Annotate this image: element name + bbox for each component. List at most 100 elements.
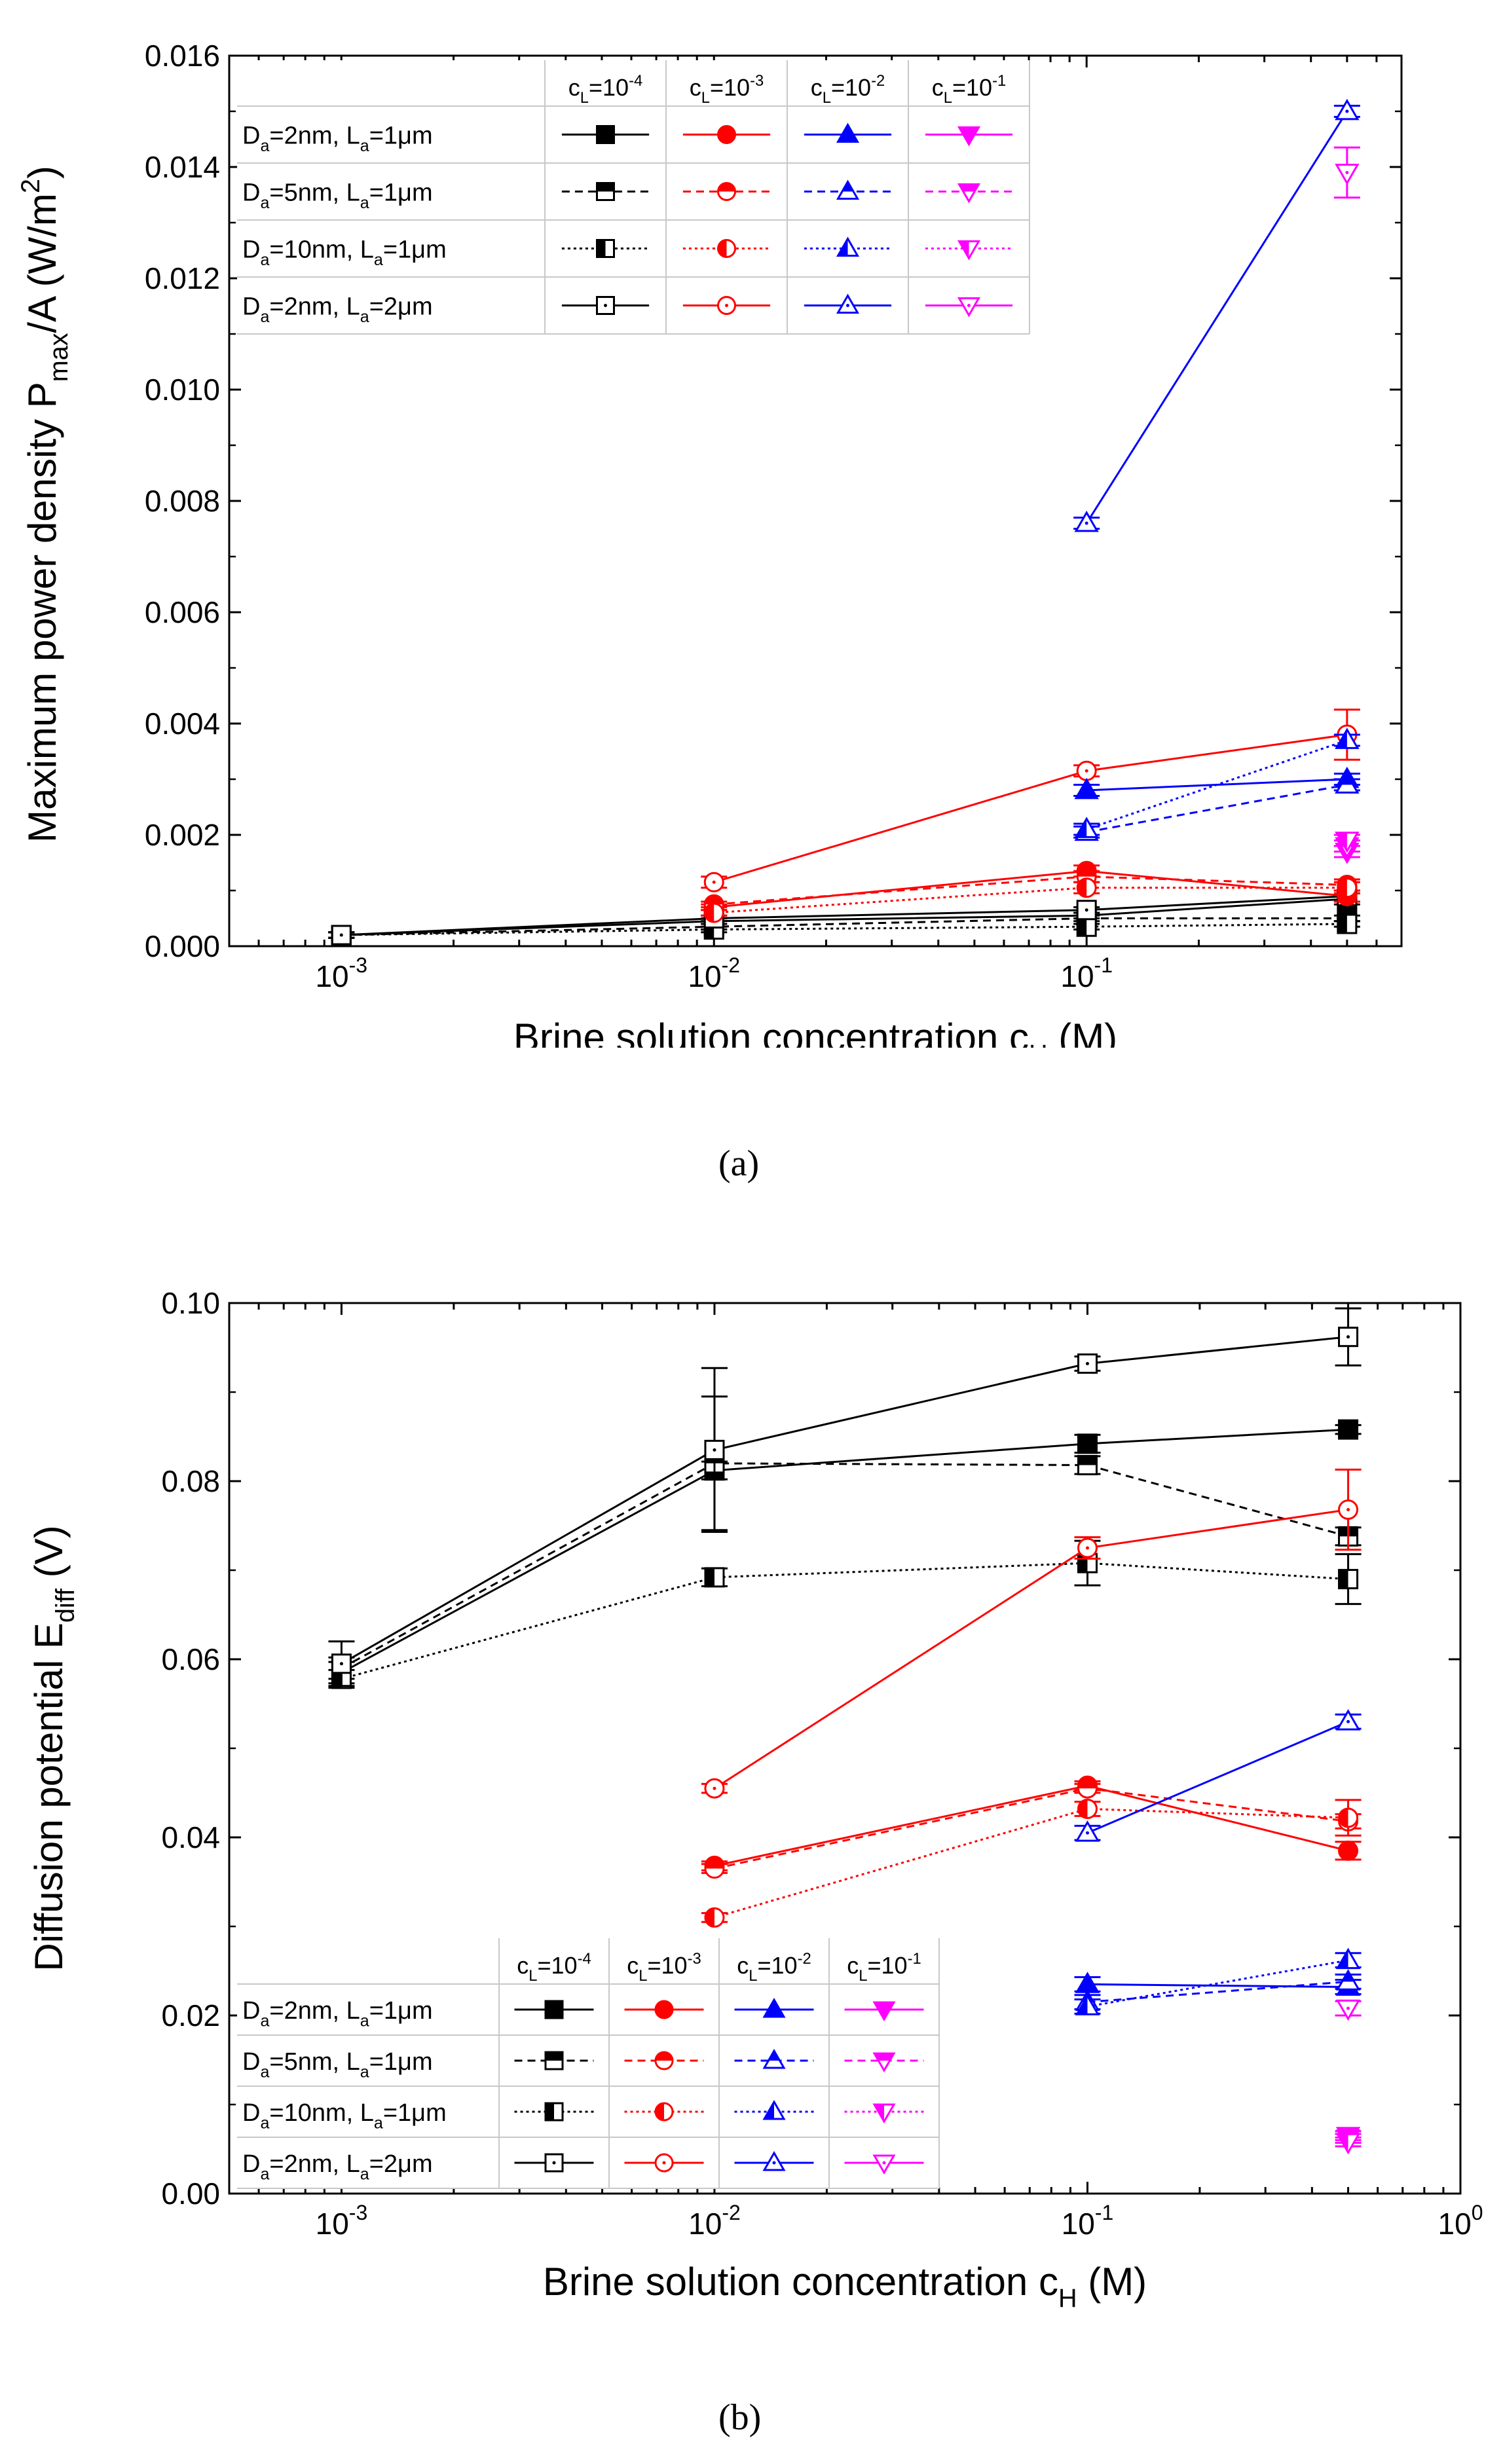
y-tick-label: 0.08 [161,1464,220,1498]
x-axis-label: Brine solution concentration cH​ (M) [543,2260,1147,2313]
y-tick-label: 0.06 [161,1642,220,1676]
data-point [704,1907,725,1928]
data-point [1335,727,1360,749]
chart-a-plot-area: 0.000 0.002 0.004 0.006 0.008 0.010 0.012 0.014… [145,39,1403,993]
legend-marker [654,2102,674,2122]
legend-row-label: Da​=5nm, La​=1μm [242,2048,433,2081]
data-point [703,872,724,892]
legend-column-header: cL​=10-1​ [932,72,1006,107]
x-tick-label: 10-1 [1060,953,1113,993]
y-tick-label: 0.014 [145,150,220,184]
legend-row-label: Da​=10nm, La​=1μm [242,2099,447,2132]
legend-marker [872,2001,896,2021]
series-line [341,1428,1348,1674]
chart-b-plot-area: 0.00 0.02 0.04 0.06 0.08 0.10 10-3 10-2 10-1 100 [161,1286,1483,2241]
y-tick-label: 0.002 [145,818,220,852]
y-tick-label: 0.006 [145,595,220,629]
y-tick-label: 0.10 [161,1286,220,1320]
series-line [341,1562,1348,1680]
legend-marker [596,125,615,144]
legend-marker [872,2154,896,2175]
data-point [1335,1999,1361,2021]
data-point [1338,1499,1359,1520]
x-tick-label: 10-3 [315,953,367,993]
series-line [341,1462,1348,1669]
data-point [704,1778,725,1799]
y-tick-label: 0.008 [145,484,220,518]
chart-b-axis-labels: Brine solution concentration cH​ (M) Diff… [27,1525,1147,2313]
data-point [704,1567,725,1588]
chart-a-axis-labels: Brine solution concentration cH​ (M) Maxi… [16,166,1117,1048]
legend-marker [596,239,615,258]
data-point [1338,1327,1359,1348]
legend-row-label: Da​=2nm, La​=2μm [242,293,433,326]
caption-a: (a) [718,1143,759,1185]
legend-marker [957,126,981,147]
y-tick-label: 0.04 [161,1820,220,1854]
data-point [331,925,352,946]
legend-marker [872,2103,896,2124]
data-point [704,1858,725,1879]
legend-marker [957,240,981,261]
series-line [341,898,1347,936]
x-tick-label: 10-3 [316,2201,368,2241]
data-point [1077,1455,1098,1476]
legend-marker [957,183,981,204]
chart-a-legend: cL​=10-4​ cL​=10-3​ cL​=10-2​ cL​=10-1​ Da​=… [237,60,1030,335]
legend-marker [544,2153,564,2173]
data-point [1076,877,1097,898]
legend-marker [762,2100,786,2120]
legend-marker [762,1998,786,2018]
series-line [341,917,1347,936]
legend-row-label: Da​=2nm, La​=1μm [242,122,433,155]
data-point [1074,777,1099,800]
legend-marker [544,2000,564,2019]
legend-row-label: Da​=5nm, La​=1μm [242,179,433,212]
series-line [1087,1983,1348,1988]
data-point [1077,1537,1098,1558]
legend-marker [836,293,860,314]
series-line [341,1336,1348,1665]
series-line [1085,111,1348,524]
legend-column-header: cL​=10-2​ [737,1950,811,1985]
data-point [1335,832,1360,853]
y-tick-label: 0.016 [145,39,220,73]
chart-b-legend: cL​=10-4​ cL​=10-3​ cL​=10-2​ cL​=10-1​ Da​=… [237,1938,940,2189]
legend-marker [596,296,615,315]
x-tick-label: 100 [1438,2201,1483,2241]
caption-b: (b) [718,2397,761,2438]
y-tick-label: 0.000 [145,929,220,963]
y-axis-label: Maximum power density Pmax​/A (W/m2​) [16,166,73,843]
legend-marker [654,2000,674,2019]
y-tick-label: 0.02 [161,1998,220,2032]
legend-marker [654,2153,674,2173]
legend-marker [717,296,736,315]
legend-marker [717,182,736,201]
legend-background [237,1938,939,2188]
data-point [1077,1798,1098,1819]
legend-column-header: cL​=10-1​ [847,1950,921,1985]
data-point [1338,1419,1359,1440]
legend-marker [957,297,981,318]
chart-a-power-density: 0.000 0.002 0.004 0.006 0.008 0.010 0.012 0.014… [16,39,1403,1048]
data-point [1335,772,1360,794]
data-point [1074,510,1099,532]
legend-row-label: Da​=2nm, La​=1μm [242,1997,433,2030]
legend-marker [836,122,860,143]
legend-marker [544,2102,564,2122]
data-point [1337,913,1358,934]
series-line [1086,784,1348,834]
data-point [1076,916,1097,937]
data-point [1335,1969,1361,1991]
legend-marker [762,2151,786,2171]
legend-marker [872,2052,896,2072]
x-tick-label: 10-2 [688,953,740,993]
data-point [1335,1709,1361,1731]
x-axis-label: Brine solution concentration cH​ (M) [513,1016,1117,1048]
y-tick-label: 0.00 [161,2177,220,2211]
data-point [1338,1807,1359,1828]
series-line [714,1787,1348,1870]
series-line [714,1784,1348,1867]
series-line [1087,1980,1348,2004]
data-point [1338,1840,1359,1861]
